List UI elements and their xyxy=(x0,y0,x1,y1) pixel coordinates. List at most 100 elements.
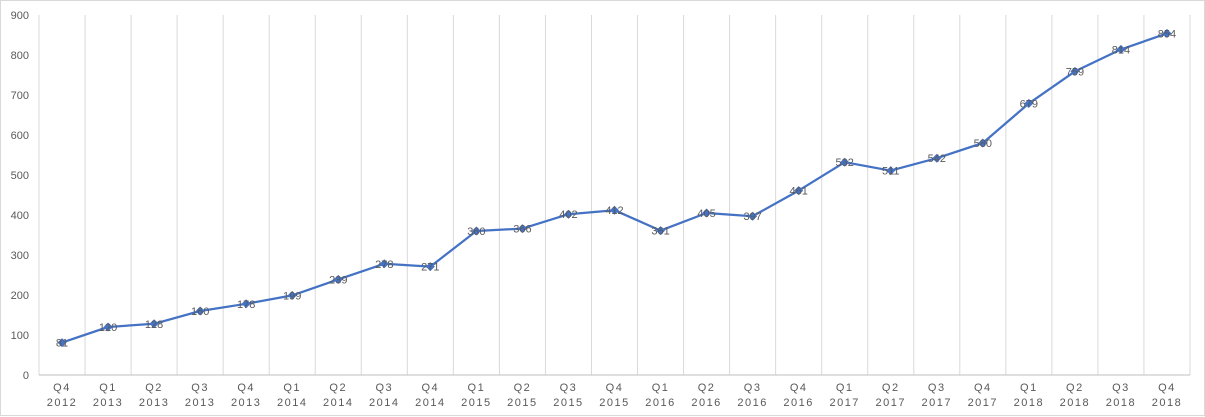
data-point-marker xyxy=(103,322,113,332)
data-label: 679 xyxy=(1020,98,1038,110)
x-tick-label-quarter: Q3 xyxy=(191,382,209,394)
data-label: 128 xyxy=(145,319,163,331)
x-tick-label-year: 2013 xyxy=(139,397,169,409)
data-point-marker xyxy=(379,259,389,269)
x-tick-label: Q4 2014 xyxy=(415,382,445,409)
data-label: 397 xyxy=(743,211,761,223)
x-tick-label-year: 2015 xyxy=(507,397,537,409)
data-label: 120 xyxy=(99,322,117,334)
x-tick-label-year: 2014 xyxy=(369,397,399,409)
x-tick-label-quarter: Q4 xyxy=(974,382,992,394)
x-tick-label-quarter: Q4 xyxy=(53,382,71,394)
x-tick-label-year: 2018 xyxy=(1014,397,1044,409)
data-point-marker xyxy=(886,166,896,176)
x-tick-label-quarter: Q4 xyxy=(1158,382,1176,394)
x-tick-label: Q2 2017 xyxy=(875,382,905,409)
data-label: 160 xyxy=(191,306,209,318)
x-tick-label: Q4 2013 xyxy=(231,382,261,409)
x-tick-label-quarter: Q1 xyxy=(283,382,301,394)
x-tick-label-year: 2017 xyxy=(875,397,905,409)
x-tick-label-quarter: Q3 xyxy=(375,382,393,394)
x-tick-label-year: 2014 xyxy=(323,397,353,409)
data-series xyxy=(57,28,1172,348)
data-label: 361 xyxy=(651,226,669,238)
x-tick-label: Q1 2013 xyxy=(93,382,123,409)
x-tick-label-year: 2014 xyxy=(415,397,445,409)
data-point-marker xyxy=(1116,44,1126,54)
x-tick-label-quarter: Q4 xyxy=(790,382,808,394)
y-tick-label: 300 xyxy=(11,250,29,262)
x-tick-label-quarter: Q2 xyxy=(145,382,163,394)
data-label: 814 xyxy=(1112,44,1130,56)
x-tick-label-quarter: Q2 xyxy=(882,382,900,394)
x-tick-label-quarter: Q2 xyxy=(514,382,532,394)
x-tick-label: Q3 2015 xyxy=(553,382,583,409)
x-tick-label-year: 2015 xyxy=(461,397,491,409)
data-point-marker xyxy=(978,138,988,148)
x-tick-label: Q3 2017 xyxy=(922,382,952,409)
x-tick-label: Q2 2015 xyxy=(507,382,537,409)
x-tick-label-quarter: Q1 xyxy=(99,382,117,394)
data-point-marker xyxy=(471,226,481,236)
x-tick-label-year: 2015 xyxy=(553,397,583,409)
x-tick-label: Q4 2015 xyxy=(599,382,629,409)
x-tick-label: Q3 2018 xyxy=(1106,382,1136,409)
data-point-marker xyxy=(702,208,712,218)
x-tick-label-year: 2018 xyxy=(1152,397,1182,409)
x-tick-label: Q4 2012 xyxy=(47,382,77,409)
data-point-marker xyxy=(563,209,573,219)
data-label: 412 xyxy=(605,205,623,217)
y-tick-label: 400 xyxy=(11,210,29,222)
x-tick-label: Q1 2014 xyxy=(277,382,307,409)
x-tick-label-quarter: Q3 xyxy=(744,382,762,394)
y-tick-label: 700 xyxy=(11,90,29,102)
x-tick-label-year: 2013 xyxy=(185,397,215,409)
x-tick-label-year: 2014 xyxy=(277,397,307,409)
data-point-marker xyxy=(333,274,343,284)
data-label: 402 xyxy=(559,209,577,221)
data-label: 199 xyxy=(283,290,301,302)
data-point-marker xyxy=(840,157,850,167)
data-point-marker xyxy=(425,262,435,272)
x-tick-label: Q2 2013 xyxy=(139,382,169,409)
x-tick-label-quarter: Q4 xyxy=(421,382,439,394)
x-axis-tick-labels: Q4 2012 Q1 2013 Q2 2013 Q3 2013 Q4 2013 Q1 2014 Q2 20… xyxy=(47,382,1182,409)
x-tick-label-quarter: Q2 xyxy=(698,382,716,394)
data-point-marker xyxy=(149,319,159,329)
data-label: 239 xyxy=(329,274,347,286)
x-tick-label-quarter: Q1 xyxy=(652,382,670,394)
data-point-marker xyxy=(1162,28,1172,38)
x-tick-label: Q3 2014 xyxy=(369,382,399,409)
data-label: 178 xyxy=(237,299,255,311)
data-label: 405 xyxy=(697,208,715,220)
x-tick-label-year: 2013 xyxy=(93,397,123,409)
x-tick-label-year: 2016 xyxy=(737,397,767,409)
x-tick-label: Q3 2013 xyxy=(185,382,215,409)
x-tick-label-year: 2017 xyxy=(829,397,859,409)
y-tick-label: 100 xyxy=(11,330,29,342)
data-labels: 81 120 128 160 178 199 239 278 271 360 366 402 412 36… xyxy=(56,28,1176,349)
data-label: 759 xyxy=(1066,66,1084,78)
x-tick-label-quarter: Q3 xyxy=(928,382,946,394)
gridlines xyxy=(38,15,1191,375)
x-tick-label: Q4 2017 xyxy=(968,382,998,409)
x-tick-label-year: 2013 xyxy=(231,397,261,409)
y-tick-label: 800 xyxy=(11,50,29,62)
y-tick-label: 200 xyxy=(11,290,29,302)
data-point-marker xyxy=(241,299,251,309)
data-point-marker xyxy=(1070,66,1080,76)
x-tick-label: Q1 2017 xyxy=(829,382,859,409)
data-point-marker xyxy=(1024,98,1034,108)
data-label: 461 xyxy=(789,186,807,198)
data-label: 278 xyxy=(375,259,393,271)
x-tick-label-quarter: Q3 xyxy=(1112,382,1130,394)
y-axis-tick-labels: 0 100 200 300 400 500 600 700 800 900 xyxy=(11,10,29,382)
x-tick-label-year: 2018 xyxy=(1060,397,1090,409)
x-tick-label-year: 2016 xyxy=(645,397,675,409)
x-tick-label-quarter: Q1 xyxy=(836,382,854,394)
data-point-marker xyxy=(932,153,942,163)
x-tick-label-quarter: Q4 xyxy=(606,382,624,394)
data-label: 511 xyxy=(882,166,900,178)
data-point-marker xyxy=(287,290,297,300)
